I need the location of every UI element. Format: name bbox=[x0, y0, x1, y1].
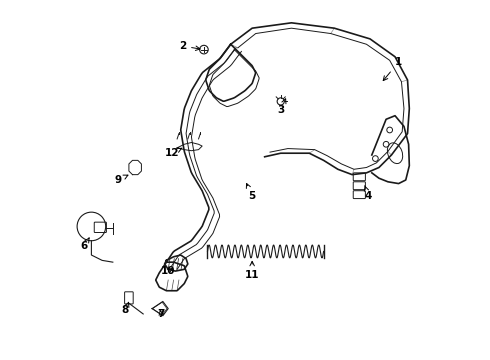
Text: 10: 10 bbox=[161, 266, 175, 276]
Text: 2: 2 bbox=[179, 41, 200, 51]
Text: 9: 9 bbox=[115, 175, 128, 185]
Text: 12: 12 bbox=[165, 148, 182, 158]
Text: 11: 11 bbox=[245, 261, 259, 280]
Text: 1: 1 bbox=[383, 57, 402, 81]
Text: 6: 6 bbox=[81, 238, 89, 251]
Text: 5: 5 bbox=[246, 184, 256, 201]
Text: 7: 7 bbox=[157, 309, 165, 319]
Text: 3: 3 bbox=[277, 99, 286, 115]
Text: 4: 4 bbox=[364, 186, 372, 201]
Text: 8: 8 bbox=[122, 302, 129, 315]
